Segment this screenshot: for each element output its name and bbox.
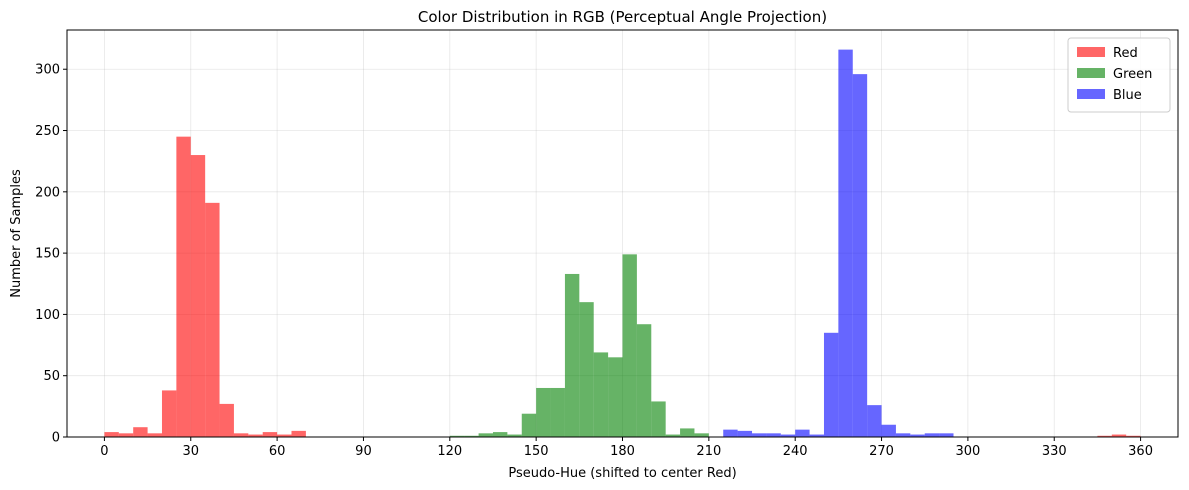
histogram-bar-green bbox=[636, 324, 652, 437]
histogram-bar-green bbox=[665, 434, 681, 437]
histogram-bar-blue bbox=[766, 433, 781, 437]
x-axis-ticks: 0 30 60 90 120 150 180 210 240 270 300 330 360 bbox=[100, 437, 1153, 459]
histogram-bar-green bbox=[550, 387, 565, 437]
series-red bbox=[104, 136, 1141, 437]
legend: Red Green Blue bbox=[1067, 37, 1171, 113]
histogram-bar-red bbox=[233, 433, 249, 437]
histogram-bar-green bbox=[651, 401, 666, 437]
x-axis-label: Pseudo-Hue (shifted to center Red) bbox=[508, 466, 736, 481]
histogram-bar-green bbox=[478, 433, 493, 437]
histogram-bar-green bbox=[521, 413, 537, 437]
histogram-bar-blue bbox=[939, 433, 954, 437]
histogram-bar-red bbox=[161, 390, 177, 437]
legend-item-red: Red bbox=[1077, 46, 1138, 61]
series-green bbox=[449, 254, 709, 437]
x-tick-label: 270 bbox=[869, 444, 894, 459]
x-tick-label: 210 bbox=[696, 444, 721, 459]
legend-label: Red bbox=[1113, 46, 1138, 61]
legend-swatch bbox=[1077, 47, 1105, 57]
legend-swatch bbox=[1077, 68, 1105, 78]
y-axis-label: Number of Samples bbox=[9, 169, 24, 298]
histogram-bar-red bbox=[219, 403, 234, 437]
x-tick-label: 300 bbox=[955, 444, 980, 459]
histogram-bar-red bbox=[133, 427, 148, 437]
histogram-bar-blue bbox=[838, 49, 853, 438]
histogram-bar-green bbox=[564, 273, 580, 437]
histogram-bar-green bbox=[608, 357, 623, 437]
histogram-bar-blue bbox=[924, 433, 940, 437]
histogram-bar-red bbox=[1111, 434, 1127, 437]
y-tick-label: 250 bbox=[35, 124, 60, 139]
histogram-bar-red bbox=[104, 432, 119, 437]
histogram-bar-green bbox=[680, 428, 695, 437]
x-tick-label: 120 bbox=[437, 444, 462, 459]
histogram-bar-red bbox=[1126, 435, 1141, 437]
histogram-bar-blue bbox=[809, 434, 824, 437]
histogram-bar-blue bbox=[723, 429, 738, 437]
y-tick-label: 0 bbox=[52, 431, 60, 446]
x-tick-label: 30 bbox=[182, 444, 199, 459]
histogram-bar-green bbox=[536, 387, 551, 437]
histogram-bar-red bbox=[262, 432, 278, 437]
histogram-bar-red bbox=[291, 430, 306, 437]
x-tick-label: 60 bbox=[269, 444, 286, 459]
histogram-bar-green bbox=[464, 435, 479, 437]
legend-item-blue: Blue bbox=[1077, 88, 1142, 103]
legend-item-green: Green bbox=[1077, 67, 1152, 82]
histogram-bar-red bbox=[147, 433, 162, 437]
histogram-bar-blue bbox=[895, 433, 911, 437]
histogram-bar-blue bbox=[867, 405, 882, 437]
chart-title: Color Distribution in RGB (Perceptual An… bbox=[418, 8, 827, 26]
histogram-bar-green bbox=[579, 302, 594, 437]
histogram-bar-blue bbox=[737, 430, 753, 437]
histogram-bar-red bbox=[248, 434, 263, 437]
histogram-bar-green bbox=[622, 254, 637, 437]
histogram-bar-blue bbox=[852, 74, 868, 437]
histogram-bar-red bbox=[205, 202, 220, 437]
x-tick-label: 240 bbox=[783, 444, 808, 459]
y-axis-ticks: 0 50 100 150 200 250 300 bbox=[35, 63, 67, 446]
x-tick-label: 150 bbox=[524, 444, 549, 459]
histogram-bar-blue bbox=[910, 434, 925, 437]
histogram-bar-red bbox=[190, 155, 206, 437]
histogram-bar-red bbox=[1097, 435, 1112, 437]
y-tick-label: 150 bbox=[35, 247, 60, 262]
histogram-bar-green bbox=[449, 435, 465, 437]
histogram-bar-green bbox=[492, 432, 508, 437]
histogram-bar-green bbox=[694, 433, 709, 437]
y-tick-label: 50 bbox=[43, 369, 60, 384]
x-tick-label: 330 bbox=[1042, 444, 1067, 459]
x-tick-label: 90 bbox=[355, 444, 372, 459]
histogram-bar-blue bbox=[795, 429, 810, 437]
y-tick-label: 300 bbox=[35, 63, 60, 78]
x-tick-label: 360 bbox=[1128, 444, 1153, 459]
legend-label: Green bbox=[1113, 67, 1152, 82]
x-tick-label: 180 bbox=[610, 444, 635, 459]
legend-swatch bbox=[1077, 89, 1105, 99]
histogram-bar-blue bbox=[780, 434, 796, 437]
histogram-bar-red bbox=[277, 434, 292, 437]
histogram-bar-red bbox=[118, 433, 134, 437]
y-tick-label: 100 bbox=[35, 308, 60, 323]
histogram-bar-red bbox=[176, 136, 191, 437]
histogram-bar-blue bbox=[881, 424, 896, 437]
histogram-bars bbox=[104, 49, 1141, 438]
histogram-bar-green bbox=[507, 434, 522, 437]
legend-label: Blue bbox=[1113, 88, 1142, 103]
histogram-bar-green bbox=[593, 352, 609, 437]
histogram-bar-blue bbox=[752, 433, 767, 437]
x-tick-label: 0 bbox=[100, 444, 108, 459]
histogram-bar-blue bbox=[823, 332, 839, 437]
y-tick-label: 200 bbox=[35, 185, 60, 200]
series-blue bbox=[723, 49, 954, 438]
